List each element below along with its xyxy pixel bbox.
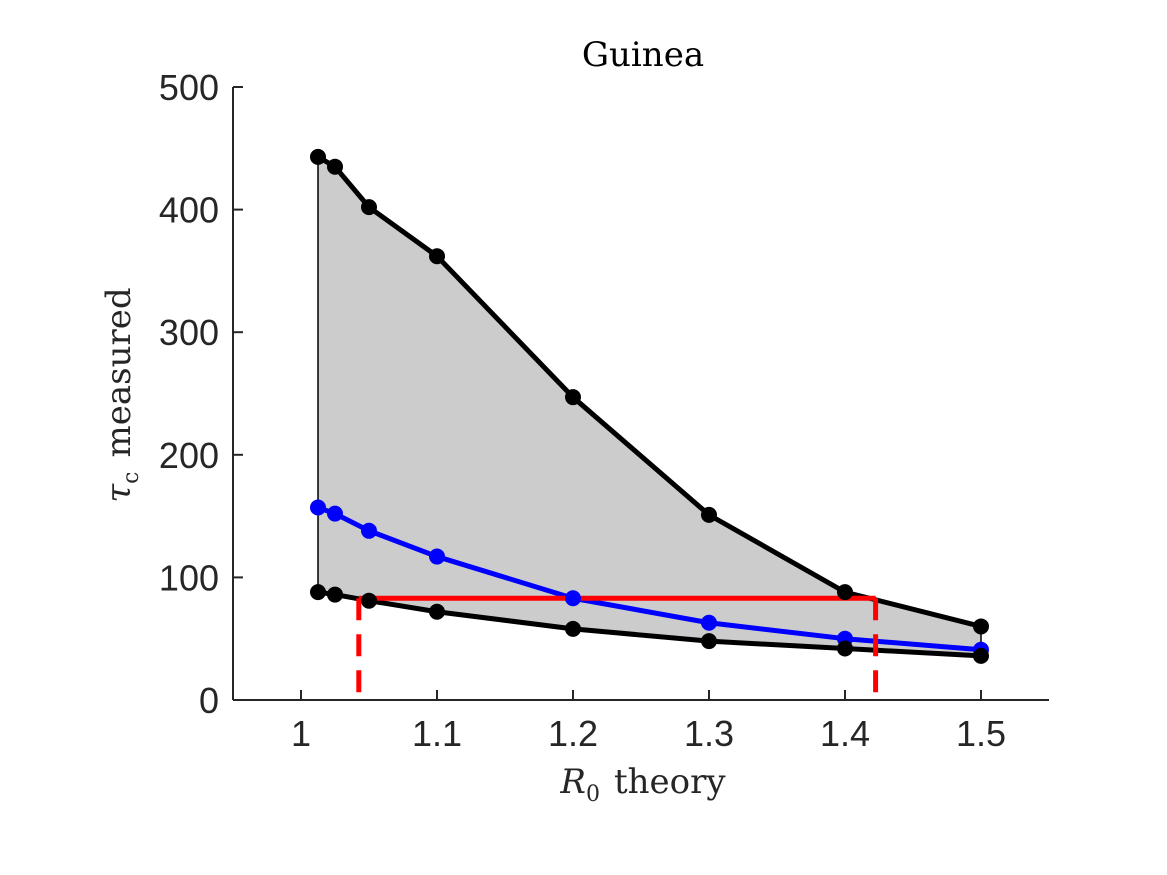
series-0-point (310, 148, 326, 165)
chart-title: Guinea (582, 35, 704, 75)
series-0-point (837, 584, 853, 601)
x-tick-label: 1.1 (412, 713, 462, 754)
x-tick-label: 1.3 (684, 713, 734, 754)
x-axis-label-symbol: R (559, 762, 586, 802)
series-2-point (837, 640, 853, 657)
x-axis-label-subscript: 0 (586, 782, 600, 807)
y-tick-label: 500 (159, 67, 219, 108)
y-tick-label: 400 (159, 190, 219, 231)
series-1-point (361, 522, 377, 539)
x-tick-label: 1.5 (956, 713, 1006, 754)
series-0-point (701, 506, 717, 523)
y-axis-label-subscript: c (119, 471, 144, 483)
series-0-point (361, 199, 377, 216)
y-axis-label: τc measured (99, 287, 144, 502)
axes: 1 1.1 1.2 1.3 1.4 1.5 0 100 200 300 400 500 (159, 67, 1049, 754)
y-tick-label: 200 (159, 435, 219, 476)
x-tick-label: 1.2 (548, 713, 598, 754)
series-1-point (327, 505, 343, 522)
x-tick-label: 1 (291, 713, 311, 754)
y-axis-label-text: measured (99, 287, 139, 457)
series-0-point (429, 248, 445, 265)
x-axis-label: R0 theory (559, 762, 726, 807)
series-2-point (327, 586, 343, 603)
shaded-region (317, 155, 982, 657)
y-axis-label-symbol: τ (99, 483, 139, 503)
series-0-line (316, 154, 982, 629)
series-2-point (361, 592, 377, 609)
series-1-point (310, 499, 326, 516)
series-0-point (565, 389, 581, 406)
series-2-point (973, 647, 989, 664)
x-tick-label: 1.4 (820, 713, 870, 754)
y-tick-label: 100 (159, 557, 219, 598)
series-1-point (429, 548, 445, 565)
series-2-point (701, 633, 717, 650)
series-1-point (701, 614, 717, 631)
x-axis-label-text: theory (614, 762, 726, 802)
series-0-point (973, 618, 989, 635)
plot-area (310, 148, 989, 700)
y-tick-label: 0 (199, 680, 219, 721)
series-1-point (565, 590, 581, 607)
series-2-point (310, 584, 326, 601)
y-tick-label: 300 (159, 312, 219, 353)
series-0-point (327, 158, 343, 175)
series-2-point (565, 620, 581, 637)
series-2-point (429, 603, 445, 620)
